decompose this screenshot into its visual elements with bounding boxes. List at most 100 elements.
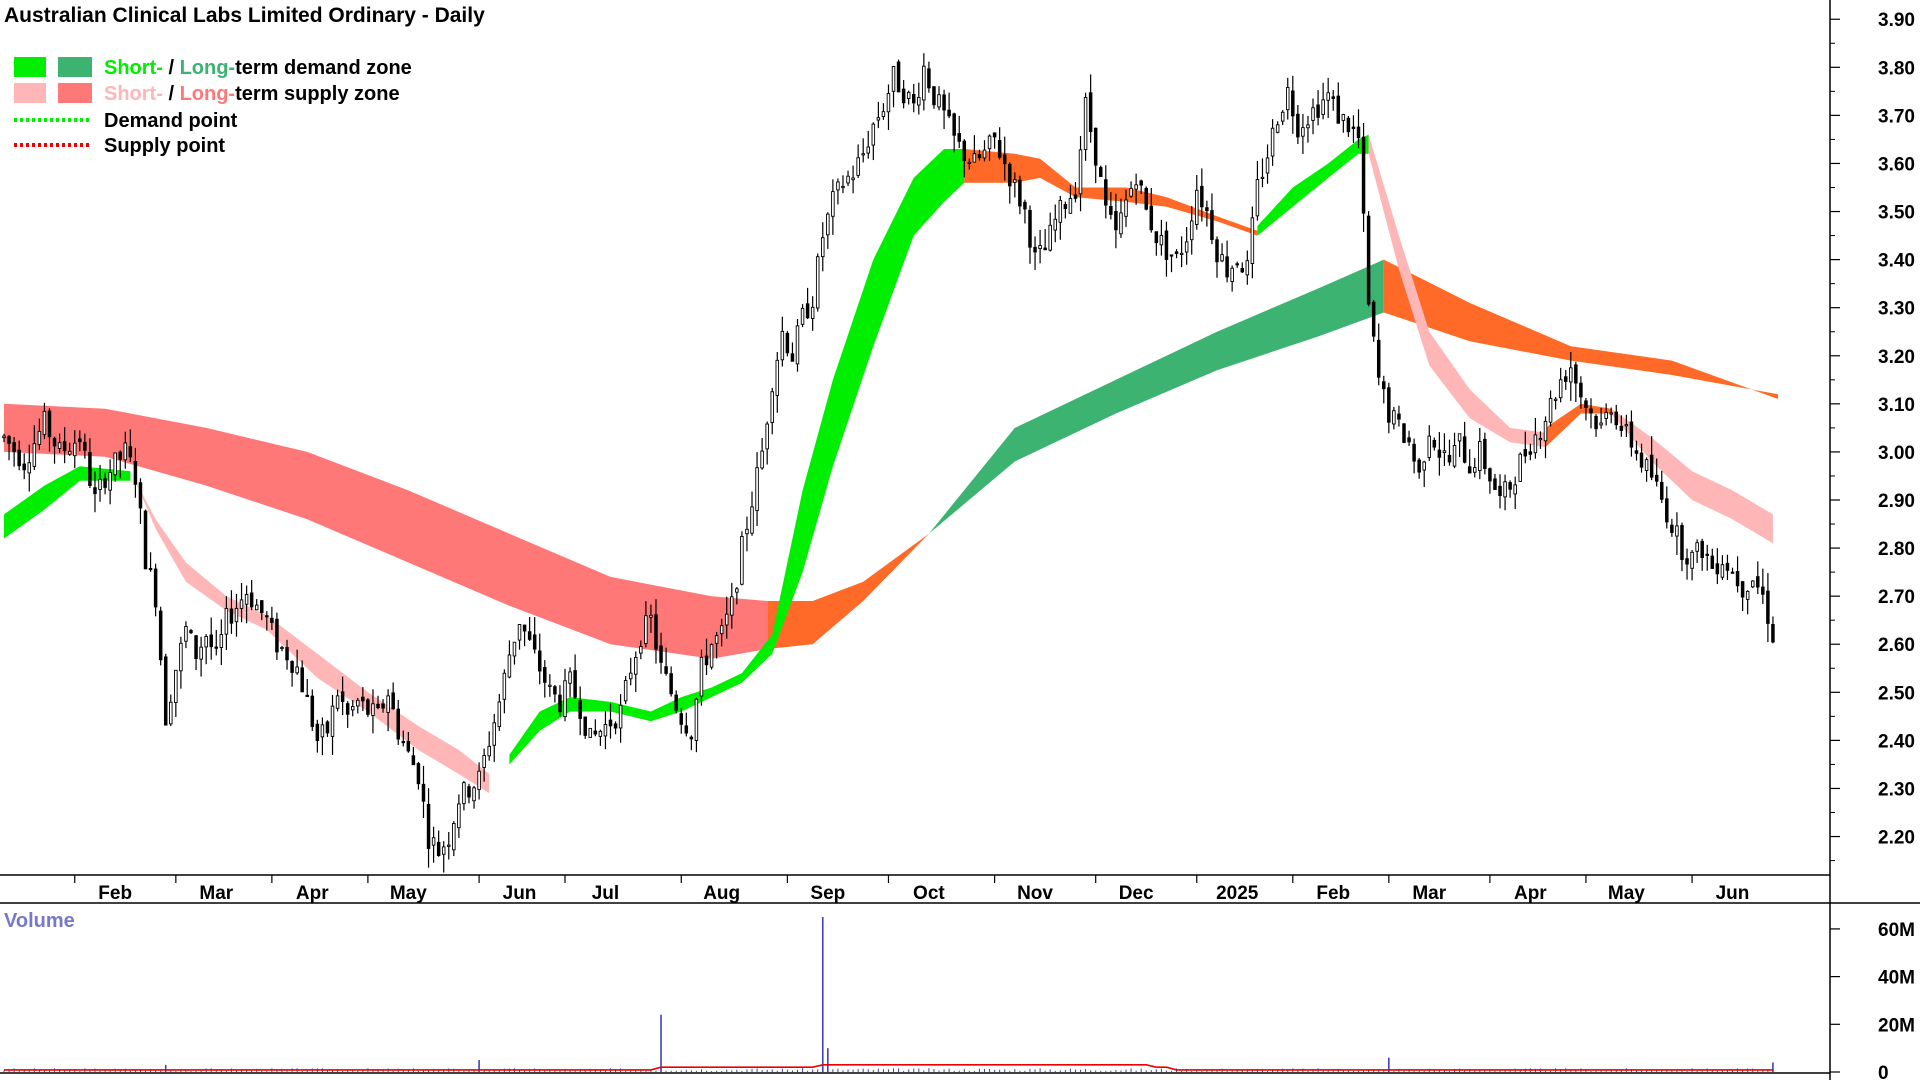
candle-body bbox=[730, 596, 734, 616]
candle-body bbox=[1710, 555, 1715, 569]
candle bbox=[52, 436, 57, 464]
candle-body bbox=[699, 656, 704, 697]
candle-body bbox=[1073, 194, 1078, 199]
candle-body bbox=[2, 435, 6, 439]
candle bbox=[1205, 200, 1209, 227]
candle bbox=[861, 138, 865, 163]
zones-layer bbox=[4, 134, 1778, 794]
candle bbox=[1028, 205, 1032, 264]
candle-body bbox=[1371, 301, 1376, 337]
candle bbox=[174, 669, 178, 718]
candle bbox=[1609, 407, 1613, 424]
candle-body bbox=[330, 705, 335, 737]
price-tick-label: 2.30 bbox=[1878, 779, 1915, 800]
candle bbox=[1129, 181, 1133, 198]
candle bbox=[335, 689, 340, 712]
candle-body bbox=[901, 88, 906, 104]
candle bbox=[578, 686, 582, 736]
candle bbox=[113, 452, 117, 482]
candle-body bbox=[1594, 415, 1598, 430]
candle bbox=[805, 287, 810, 320]
candle-body bbox=[1083, 97, 1088, 150]
candle bbox=[901, 80, 906, 109]
price-tick-label: 2.50 bbox=[1878, 683, 1915, 704]
candle bbox=[851, 165, 855, 194]
candle bbox=[613, 721, 618, 735]
legend-label: Short- / Long-term supply zone bbox=[104, 83, 400, 105]
candle bbox=[679, 708, 684, 734]
candle-body bbox=[1336, 95, 1341, 124]
candle bbox=[1109, 192, 1113, 220]
candle-body bbox=[315, 723, 320, 742]
candle-body bbox=[113, 452, 117, 476]
zone-short-supply-3 bbox=[1611, 408, 1773, 544]
candle bbox=[644, 601, 648, 648]
candle bbox=[1634, 440, 1639, 461]
candle bbox=[189, 628, 193, 634]
candle-body bbox=[472, 787, 476, 802]
candle bbox=[800, 304, 805, 328]
candle-body bbox=[578, 700, 582, 719]
candle bbox=[1604, 403, 1608, 426]
candle-body bbox=[37, 431, 42, 445]
candle-body bbox=[517, 624, 522, 641]
chart-title: Australian Clinical Labs Limited Ordinar… bbox=[4, 4, 485, 27]
candle bbox=[27, 444, 32, 492]
candle bbox=[1280, 110, 1285, 126]
candle bbox=[674, 690, 678, 714]
candle bbox=[1361, 123, 1366, 232]
candle bbox=[270, 606, 274, 631]
candle bbox=[1200, 168, 1204, 222]
candle bbox=[356, 697, 360, 714]
candle-body bbox=[613, 723, 618, 729]
candle bbox=[704, 638, 709, 675]
candle bbox=[325, 720, 330, 737]
candle bbox=[922, 53, 926, 111]
candle bbox=[563, 668, 567, 722]
candle bbox=[391, 682, 395, 710]
candle-body bbox=[532, 634, 537, 650]
candle-body bbox=[1033, 246, 1037, 253]
candle bbox=[553, 684, 557, 703]
candle-body bbox=[891, 66, 896, 92]
candle-body bbox=[1417, 459, 1421, 473]
candle bbox=[775, 352, 780, 413]
candle bbox=[765, 421, 769, 465]
candle bbox=[1245, 250, 1250, 285]
candle bbox=[239, 582, 244, 623]
candle bbox=[826, 212, 830, 249]
candle bbox=[62, 427, 67, 464]
candle-body bbox=[138, 482, 143, 509]
candle-body bbox=[1483, 438, 1487, 470]
candle-body bbox=[1058, 199, 1063, 223]
candle-body bbox=[209, 634, 213, 648]
candle-body bbox=[239, 599, 244, 609]
candle bbox=[285, 639, 289, 670]
candle bbox=[1695, 539, 1699, 563]
candle bbox=[1685, 548, 1689, 580]
candle bbox=[1624, 414, 1629, 438]
candle bbox=[1523, 431, 1528, 464]
x-tick-label: Jun bbox=[1716, 883, 1750, 904]
candle-body bbox=[608, 719, 613, 727]
candle bbox=[649, 604, 653, 633]
candle bbox=[32, 425, 37, 471]
candle bbox=[558, 685, 562, 717]
candle-body bbox=[1735, 571, 1740, 587]
candle-body bbox=[1088, 92, 1093, 133]
candle bbox=[300, 660, 304, 693]
candle-body bbox=[356, 699, 360, 707]
candle bbox=[436, 830, 441, 857]
candle-body bbox=[1503, 481, 1507, 498]
candle-body bbox=[1680, 525, 1684, 560]
price-tick-label: 3.60 bbox=[1878, 154, 1915, 175]
candle-body bbox=[623, 679, 628, 702]
candle bbox=[1068, 185, 1073, 214]
candle bbox=[1174, 249, 1179, 259]
x-tick-label: Feb bbox=[98, 883, 132, 904]
candle bbox=[836, 178, 840, 205]
candle-body bbox=[1740, 581, 1745, 598]
candle-body bbox=[1422, 461, 1426, 471]
candle-body bbox=[1584, 400, 1588, 408]
candle-body bbox=[1412, 443, 1416, 462]
